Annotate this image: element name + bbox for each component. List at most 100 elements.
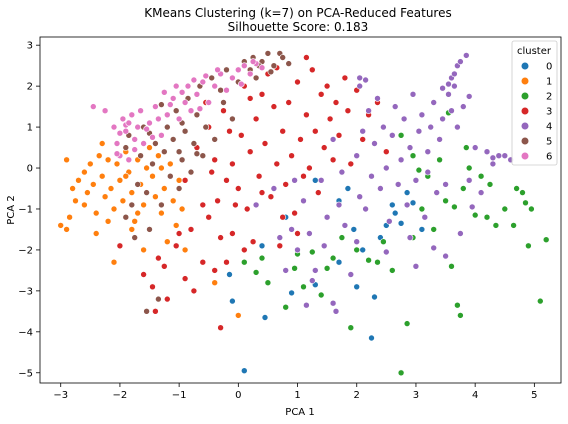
data-point <box>341 74 349 82</box>
data-point <box>246 70 254 78</box>
data-point <box>249 238 257 245</box>
data-point <box>468 203 476 211</box>
data-point <box>152 140 159 147</box>
data-point <box>95 152 103 159</box>
legend-marker <box>520 121 530 131</box>
data-point <box>359 136 367 143</box>
data-point <box>92 209 100 217</box>
data-point <box>353 238 361 245</box>
data-point <box>403 320 411 327</box>
data-point <box>101 193 109 200</box>
data-point <box>418 111 426 119</box>
data-point <box>187 168 195 176</box>
data-point <box>149 160 156 168</box>
x-tick-label: 1 <box>294 390 300 401</box>
data-point <box>140 140 147 147</box>
data-point <box>329 136 337 143</box>
data-point <box>158 101 165 108</box>
data-point <box>397 220 405 227</box>
x-axis-label: PCA 1 <box>285 407 314 418</box>
data-point <box>125 119 133 127</box>
data-point <box>146 144 153 151</box>
data-point <box>400 115 408 123</box>
data-point <box>338 234 346 241</box>
data-point <box>155 115 162 123</box>
data-point <box>483 148 491 155</box>
data-point <box>388 267 396 274</box>
data-point <box>483 213 491 221</box>
legend-marker <box>520 91 530 101</box>
data-point <box>501 152 509 159</box>
data-point <box>347 324 355 332</box>
data-point <box>131 136 138 143</box>
data-point <box>169 136 177 143</box>
data-point <box>199 201 207 209</box>
data-point <box>140 271 147 278</box>
data-point <box>104 156 112 164</box>
data-point <box>181 99 189 106</box>
data-point <box>122 127 130 135</box>
data-point <box>205 99 212 106</box>
data-point <box>143 164 150 172</box>
data-point <box>536 297 544 305</box>
data-point <box>190 140 198 147</box>
data-point <box>380 238 387 245</box>
plot-frame <box>39 36 562 384</box>
data-point <box>344 107 352 114</box>
data-point <box>241 258 248 266</box>
data-point <box>371 293 378 301</box>
data-point <box>217 86 224 94</box>
data-point <box>291 264 298 272</box>
data-point <box>107 185 115 192</box>
data-point <box>241 367 248 375</box>
data-point <box>158 209 165 217</box>
data-point <box>270 185 278 192</box>
data-point <box>267 68 275 76</box>
data-point <box>172 107 180 114</box>
data-point <box>229 74 236 82</box>
data-point <box>190 76 198 84</box>
data-point <box>457 58 464 65</box>
data-point <box>122 172 130 180</box>
data-point <box>161 185 168 192</box>
data-point <box>270 103 278 110</box>
data-point <box>462 144 470 151</box>
data-point <box>119 197 127 205</box>
data-point <box>172 242 180 250</box>
legend-label: 4 <box>546 122 552 133</box>
legend-marker <box>520 76 530 86</box>
data-point <box>430 244 438 252</box>
data-point <box>172 222 180 229</box>
data-point <box>238 80 245 88</box>
data-point <box>338 168 346 176</box>
data-point <box>87 160 94 168</box>
data-point <box>457 230 464 237</box>
data-point <box>241 246 248 254</box>
data-point <box>335 201 343 209</box>
data-point <box>128 189 136 196</box>
data-point <box>258 189 266 196</box>
data-point <box>140 246 147 254</box>
data-point <box>528 205 535 213</box>
data-point <box>335 132 343 139</box>
data-point <box>329 299 337 307</box>
data-point <box>178 89 186 96</box>
data-point <box>169 197 177 205</box>
legend-label: 3 <box>546 107 552 118</box>
data-point <box>164 111 171 119</box>
data-point <box>211 136 218 143</box>
data-point <box>409 199 417 207</box>
data-point <box>365 107 372 114</box>
data-point <box>226 271 233 278</box>
data-point <box>415 166 423 174</box>
data-point <box>232 201 239 209</box>
data-point <box>181 246 189 254</box>
data-point <box>406 234 414 241</box>
legend: cluster 0 1 2 3 4 5 6 <box>511 40 558 166</box>
data-point <box>196 105 204 112</box>
data-point <box>353 283 361 291</box>
data-point <box>522 199 529 207</box>
data-point <box>211 267 218 274</box>
data-point <box>140 201 147 209</box>
